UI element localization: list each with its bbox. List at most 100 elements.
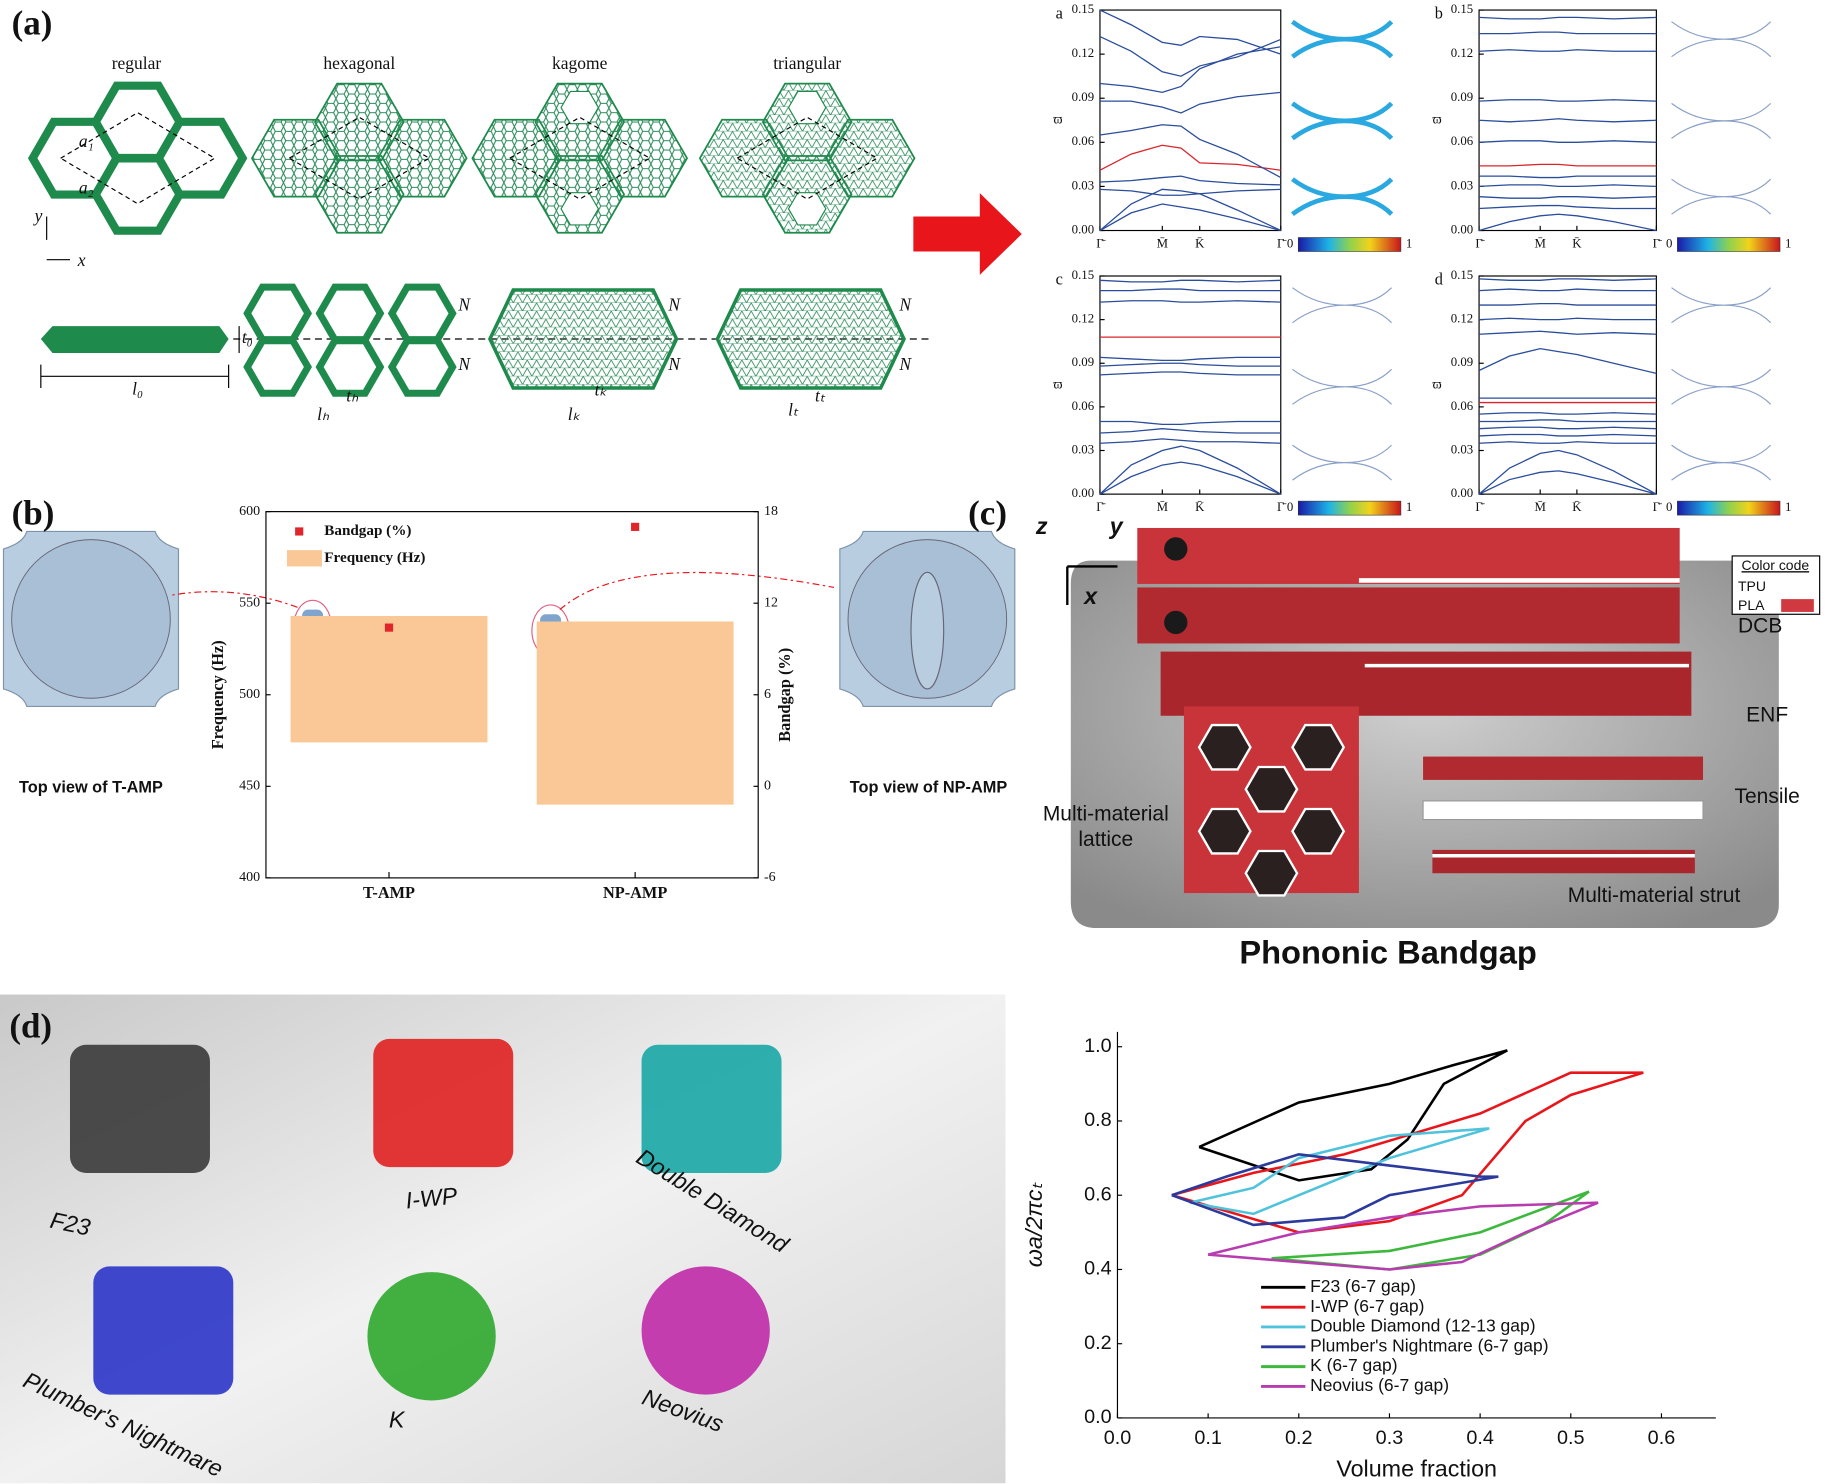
illustration [169, 591, 298, 608]
illustration [59, 112, 216, 205]
tick-label: K̄ [1195, 500, 1205, 514]
tick-label: 0.5 [1557, 1427, 1585, 1449]
tick-label: M̄ [1157, 500, 1169, 514]
tick-label: 0.06 [1451, 399, 1474, 413]
tick-label: 450 [239, 779, 260, 794]
panel-a-text: tₖ [595, 379, 608, 399]
illustration [1671, 287, 1772, 324]
illustration [1137, 527, 1680, 584]
plot-frame [1099, 9, 1282, 232]
colorbar-label: 1 [1406, 236, 1412, 250]
illustration [1066, 565, 1118, 605]
marker [631, 522, 640, 531]
tick-label: Γ̄ [1277, 236, 1286, 250]
illustration [1292, 368, 1392, 405]
colorbar-label: 1 [1785, 500, 1791, 514]
tick-label: 0.0 [1104, 1427, 1132, 1449]
legend-label: I-WP (6-7 gap) [1310, 1296, 1424, 1316]
series-line [1099, 445, 1282, 495]
illustration [715, 288, 906, 390]
legend-label: Frequency (Hz) [324, 549, 425, 566]
series-line [1189, 1127, 1490, 1216]
tick-label: M̄ [1534, 236, 1546, 250]
colorbar-label: 0 [1287, 500, 1293, 514]
tick-label: 18 [764, 504, 778, 519]
series-line [1099, 279, 1281, 283]
series-line [1099, 46, 1281, 94]
colorbar-label: 1 [1406, 500, 1412, 514]
tick-label: 0.12 [1451, 312, 1473, 326]
tick-label: 0.00 [1451, 486, 1473, 500]
series-line [1099, 288, 1281, 292]
tick-label: 0.09 [1451, 355, 1473, 369]
legend-label: K (6-7 gap) [1310, 1355, 1397, 1375]
illustration [1292, 287, 1392, 324]
tick-label: 0.15 [1451, 2, 1473, 16]
series-line [1099, 420, 1281, 426]
panel-a-text: N [457, 354, 471, 374]
axis-letter: y [1109, 513, 1124, 539]
part-label: Multi-material strut [1568, 884, 1741, 907]
illustration [641, 1266, 770, 1395]
panel-a-text: l₀ [132, 378, 143, 398]
tick-label: Γ̄ [1277, 500, 1286, 514]
illustration [1291, 807, 1346, 855]
tick-label: 0.12 [1072, 46, 1094, 60]
illustration [1291, 101, 1394, 141]
tick-label: 0.06 [1072, 399, 1095, 413]
illustration [1160, 651, 1692, 716]
part-label: DCB [1738, 615, 1782, 638]
panel-label: (b) [12, 493, 55, 532]
plot-label: d [1435, 269, 1443, 288]
series-line [1099, 300, 1281, 303]
panel-a-text: N [898, 294, 912, 314]
illustration [1292, 444, 1392, 481]
series-line [1099, 188, 1282, 232]
legend-label: PLA [1738, 597, 1765, 613]
view-label: Top view of T-AMP [19, 778, 163, 796]
tick-label: 0.06 [1072, 134, 1095, 148]
illustration [1291, 723, 1346, 771]
tick-label: 0.09 [1451, 90, 1473, 104]
series-line [1479, 303, 1657, 306]
colorbar-label: 0 [1666, 500, 1672, 514]
structure-label: I-WP [404, 1182, 459, 1213]
plot-label: c [1056, 269, 1063, 288]
series-line [1099, 362, 1281, 367]
series-line [1099, 461, 1282, 495]
illustration [560, 90, 600, 125]
series-line [1099, 175, 1281, 186]
tick-label: 0.00 [1072, 486, 1094, 500]
panel-a-text: t₀ [242, 327, 253, 347]
tick-label: -6 [764, 870, 776, 885]
series-line [1478, 449, 1657, 495]
tick-label: 0.00 [1451, 222, 1473, 236]
illustration [559, 571, 835, 611]
illustration [1671, 444, 1772, 481]
legend-label: TPU [1738, 578, 1766, 594]
series-line [1479, 140, 1657, 143]
illustration [824, 118, 916, 198]
series-line [1479, 163, 1657, 167]
tick-label: 6 [764, 687, 771, 702]
panel-a-text: kagome [552, 53, 608, 73]
series-line [1479, 433, 1657, 437]
tick-label: Γ̄ [1096, 500, 1105, 514]
series-line [1479, 317, 1657, 321]
series-line [1479, 31, 1657, 35]
series-line [1099, 144, 1281, 171]
legend-label: Bandgap (%) [324, 522, 411, 539]
plot-label: b [1435, 3, 1443, 22]
colorbar-label: 1 [1785, 236, 1791, 250]
legend-swatch [295, 527, 304, 536]
tick-label: 0.15 [1072, 2, 1094, 16]
tick-label: 0.1 [1194, 1427, 1222, 1449]
y-axis-label: ωa/2πcₜ [1021, 1181, 1047, 1267]
illustration [250, 118, 342, 198]
x-tick-label: T-AMP [363, 883, 415, 902]
panel-a-text: lₖ [568, 404, 581, 424]
structure-label: K [389, 1407, 406, 1433]
tick-label: 0.12 [1072, 312, 1094, 326]
plot-frame [1099, 275, 1282, 495]
